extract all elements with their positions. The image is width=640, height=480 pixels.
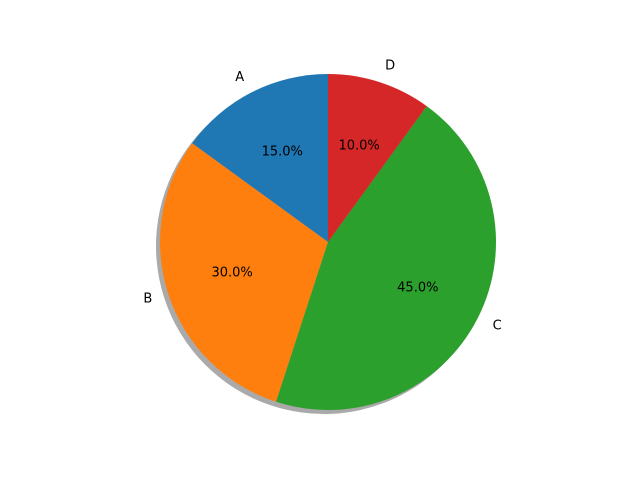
value-label: 30.0% [211, 266, 252, 281]
pie-slice [276, 106, 497, 410]
slice-label: C [493, 318, 502, 333]
slice-label: B [143, 292, 152, 307]
value-label: 45.0% [397, 280, 438, 295]
slice-label: A [235, 70, 244, 85]
slice-label: D [385, 59, 395, 74]
pie-slice [328, 74, 427, 242]
pie-slice [192, 74, 328, 242]
value-label: 15.0% [262, 145, 303, 160]
pie-slice [159, 143, 328, 402]
value-label: 10.0% [338, 139, 379, 154]
